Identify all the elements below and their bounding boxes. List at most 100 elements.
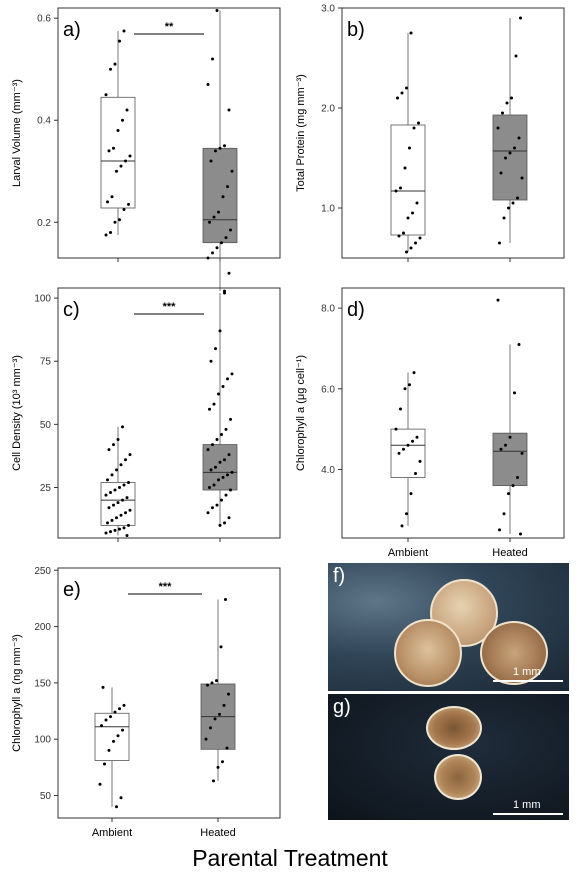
data-point — [519, 532, 522, 536]
data-point — [218, 712, 221, 716]
y-axis-title: Total Protein (mg mm⁻³) — [295, 74, 307, 192]
data-point — [125, 533, 129, 537]
data-point — [212, 402, 216, 406]
y-tick-label: 0.2 — [37, 218, 51, 229]
data-point — [115, 468, 118, 472]
data-point — [116, 734, 120, 738]
data-point — [109, 230, 112, 234]
y-tick-label: 8.0 — [321, 304, 335, 315]
data-point — [408, 146, 411, 150]
y-tick-label: 1.0 — [321, 204, 335, 215]
data-point — [113, 220, 117, 224]
data-point — [227, 271, 231, 275]
data-point — [223, 144, 226, 148]
data-point — [122, 703, 126, 707]
data-point — [516, 196, 519, 200]
data-point — [212, 483, 216, 487]
data-point — [402, 447, 405, 451]
data-point — [227, 108, 231, 112]
photo-f-larvae: f) 1 mm — [328, 563, 569, 691]
data-point — [224, 493, 228, 497]
data-point — [415, 435, 419, 439]
y-tick-label: 2.0 — [321, 104, 335, 115]
data-point — [218, 329, 222, 333]
y-axis-title: Chlorophyll a (μg cell⁻¹) — [295, 355, 307, 471]
data-point — [225, 746, 229, 750]
scale-bar-g — [493, 813, 563, 815]
data-point — [226, 377, 229, 381]
data-point — [211, 443, 214, 447]
data-point — [502, 512, 506, 516]
x-category-label: Ambient — [92, 827, 132, 839]
data-point — [113, 62, 117, 66]
data-point — [115, 805, 118, 809]
data-point — [107, 506, 111, 510]
data-point — [394, 189, 398, 193]
data-point — [119, 463, 123, 467]
plot-frame — [57, 287, 281, 539]
data-point — [209, 726, 212, 730]
data-point — [206, 448, 210, 452]
data-point — [221, 475, 225, 479]
data-point — [496, 126, 500, 130]
data-point — [507, 206, 510, 210]
data-point — [224, 598, 227, 602]
data-point — [106, 521, 109, 525]
data-point — [409, 492, 413, 496]
data-point — [517, 342, 521, 346]
data-point — [399, 186, 402, 190]
x-category-label: Ambient — [388, 547, 428, 559]
data-point — [498, 241, 501, 245]
y-tick-label: 3.0 — [321, 4, 335, 15]
plot-frame — [57, 7, 281, 259]
larva-4 — [426, 706, 482, 750]
data-point — [412, 126, 416, 130]
panel-letter: c) — [63, 299, 80, 321]
data-point — [121, 425, 124, 429]
data-point — [121, 118, 124, 122]
data-point — [418, 459, 422, 463]
significance-label: *** — [163, 301, 177, 313]
data-point — [100, 724, 103, 728]
data-point — [104, 531, 108, 535]
data-point — [214, 465, 217, 469]
data-point — [227, 453, 231, 457]
data-point — [418, 236, 422, 240]
data-point — [222, 703, 226, 707]
data-point — [415, 201, 419, 205]
panel-letter: a) — [63, 19, 81, 41]
photo-g-larvae: g) 1 mm — [328, 694, 569, 820]
data-point — [220, 498, 223, 502]
data-point — [115, 169, 118, 173]
larva-5 — [434, 754, 482, 800]
data-point — [119, 796, 123, 800]
data-point — [412, 371, 416, 375]
data-point — [121, 498, 124, 502]
data-point — [218, 146, 222, 150]
data-point — [104, 718, 108, 722]
data-point — [212, 779, 215, 783]
data-point — [227, 516, 231, 520]
data-point — [208, 220, 211, 224]
data-point — [399, 407, 402, 411]
data-point — [113, 710, 117, 714]
data-point — [107, 748, 111, 752]
data-point — [122, 526, 126, 530]
data-point — [499, 447, 503, 451]
data-point — [206, 256, 210, 260]
photo-f-letter: f) — [333, 565, 346, 587]
data-point — [127, 523, 130, 527]
box-heated — [492, 432, 528, 486]
data-point — [119, 513, 123, 517]
data-point — [507, 492, 510, 496]
data-point — [104, 93, 108, 97]
panel-letter: b) — [347, 19, 365, 41]
data-point — [510, 96, 513, 100]
data-point — [403, 166, 407, 170]
data-point — [118, 707, 121, 711]
data-point — [110, 518, 114, 522]
data-point — [211, 57, 214, 61]
data-point — [397, 451, 401, 455]
y-tick-label: 200 — [34, 622, 51, 633]
data-point — [214, 347, 217, 351]
